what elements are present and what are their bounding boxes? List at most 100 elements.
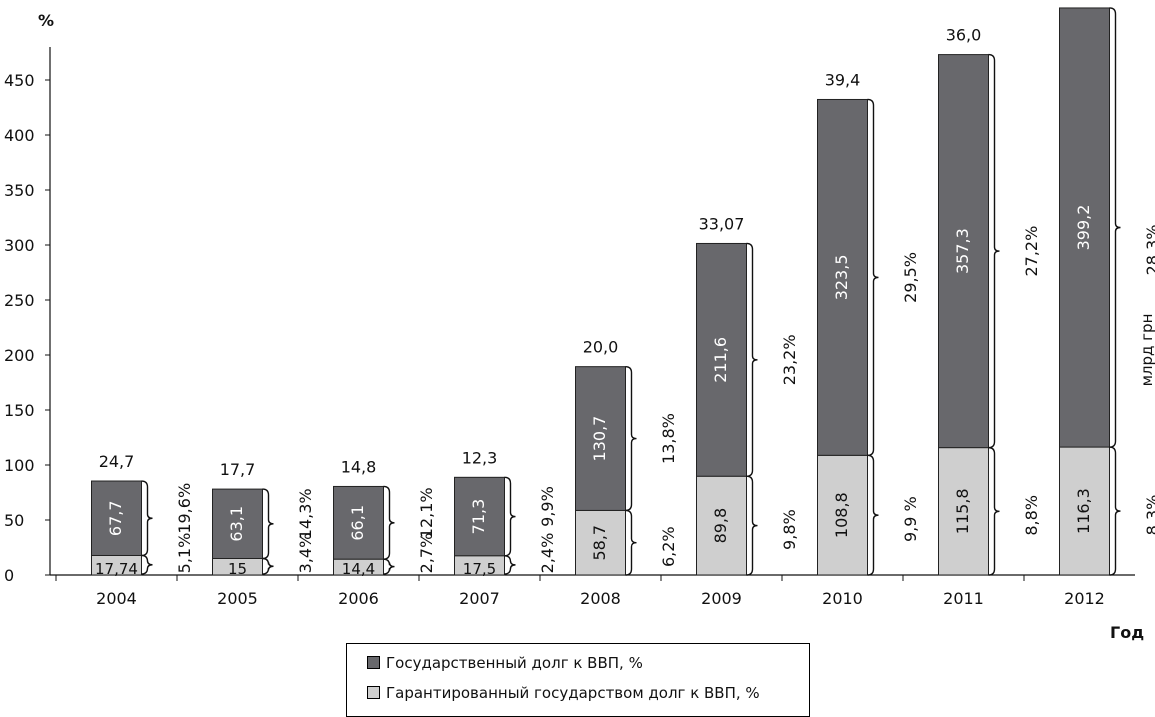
bar-state-debt (696, 242, 747, 477)
y-tick-label: 50 (4, 511, 24, 530)
x-axis-title: Год (1110, 623, 1144, 642)
bars (91, 7, 1110, 576)
y-tick-label: 450 (4, 71, 35, 90)
state-debt-value-label: 211,6 (711, 337, 730, 383)
guaranteed-debt-pct-label: 3,4% (296, 533, 315, 574)
x-tick-label: 2009 (701, 589, 742, 608)
bar-guaranteed-debt (696, 475, 747, 576)
bar-top-label: 33,07 (699, 214, 745, 233)
bar-guaranteed-debt (1059, 446, 1110, 576)
braces (141, 7, 1121, 576)
guaranteed-debt-brace (1109, 446, 1121, 576)
bar-state-debt (212, 488, 263, 559)
guaranteed-debt-value-label: 17,5 (463, 560, 496, 578)
y-tick-label: 200 (4, 346, 35, 365)
state-debt-pct-label: 23,2% (780, 334, 799, 385)
bar-top-label: 12,3 (462, 448, 498, 467)
state-debt-brace (141, 480, 153, 557)
state-debt-value-label: 323,5 (832, 254, 851, 300)
guaranteed-debt-brace (988, 446, 1000, 576)
state-debt-value-label: 357,3 (953, 228, 972, 274)
guaranteed-debt-brace (867, 454, 879, 576)
legend-item-guaranteed-debt: Гарантированный государством долг к ВВП,… (367, 684, 760, 702)
bar-state-debt (91, 480, 142, 556)
guaranteed-debt-pct-label: 8,8% (1022, 495, 1041, 536)
side-unit-label: млрд грн (1138, 314, 1155, 387)
y-tick-label: 0 (4, 566, 14, 585)
legend-swatch-state-debt (367, 656, 380, 669)
guaranteed-debt-brace (141, 554, 153, 575)
guaranteed-debt-value-label: 58,7 (590, 525, 609, 561)
state-debt-pct-label: 28,3% (1143, 225, 1155, 276)
guaranteed-debt-value-label: 115,8 (953, 488, 972, 534)
state-debt-value-label: 399,2 (1074, 205, 1093, 251)
x-tick-label: 2010 (822, 589, 863, 608)
bar-top-label: 39,4 (825, 70, 861, 89)
state-debt-pct-label: 9,9% (538, 486, 557, 527)
bar-top-label: 24,7 (99, 452, 135, 471)
axes: 0 50 100 150 200 250 300 350 400 450 (4, 47, 1135, 585)
state-debt-value-label: 71,3 (469, 499, 488, 535)
guaranteed-debt-pct-label: 2,7% (417, 533, 436, 574)
y-tick-label: 250 (4, 291, 35, 310)
legend-swatch-guaranteed-debt (367, 686, 380, 699)
bar-guaranteed-debt (938, 447, 989, 576)
x-tick-label: 2011 (943, 589, 984, 608)
state-debt-pct-label: 14,3% (296, 488, 315, 539)
bar-top-label: 14,8 (341, 457, 377, 476)
state-debt-value-label: 66,1 (348, 505, 367, 541)
guaranteed-debt-pct-label: 8,3% (1143, 495, 1155, 536)
guaranteed-debt-pct-label: 9,8% (780, 509, 799, 550)
guaranteed-debt-brace (383, 558, 395, 575)
x-tick-label: 2004 (96, 589, 137, 608)
state-debt-brace (988, 53, 1000, 449)
guaranteed-debt-value-label: 17,74 (95, 560, 138, 578)
state-debt-brace (504, 476, 516, 557)
bar-state-debt (938, 54, 989, 449)
state-debt-brace (625, 365, 637, 512)
y-tick-label: 350 (4, 181, 35, 200)
state-debt-pct-label: 19,6% (175, 483, 194, 534)
guaranteed-debt-value-label: 108,8 (832, 492, 851, 538)
guaranteed-debt-value-label: 14,4 (342, 560, 375, 578)
guaranteed-debt-pct-label: 2,4% (538, 533, 557, 574)
value-labels: 2004 24,7 67,7 17,74 19,6%5,1% 2005 17,7 63,1 15… (95, 26, 1155, 608)
y-tick-label: 150 (4, 401, 35, 420)
bar-state-debt (817, 98, 868, 456)
state-debt-brace (746, 242, 758, 477)
bar-state-debt (1059, 7, 1110, 448)
legend: Государственный долг к ВВП, % Гарантиров… (346, 643, 810, 717)
guaranteed-debt-brace (262, 557, 274, 575)
y-axis-title: % (38, 11, 54, 30)
guaranteed-debt-pct-label: 9,9 % (901, 496, 920, 542)
bar-top-label: 36,0 (946, 26, 982, 45)
guaranteed-debt-pct-label: 6,2% (659, 526, 678, 567)
x-tick-label: 2012 (1064, 589, 1105, 608)
guaranteed-debt-value-label: 15 (228, 560, 247, 578)
x-tick-label: 2008 (580, 589, 621, 608)
y-tick-label: 400 (4, 126, 35, 145)
x-tick-label: 2006 (338, 589, 379, 608)
bar-state-debt (454, 476, 505, 557)
state-debt-brace (262, 488, 274, 560)
bar-guaranteed-debt (575, 509, 626, 576)
state-debt-brace (867, 98, 879, 457)
state-debt-brace (1109, 7, 1121, 448)
legend-label-guaranteed-debt: Гарантированный государством долг к ВВП,… (386, 684, 760, 702)
state-debt-brace (383, 485, 395, 560)
state-debt-pct-label: 29,5% (901, 252, 920, 303)
guaranteed-debt-brace (504, 555, 516, 575)
legend-label-state-debt: Государственный долг к ВВП, % (386, 654, 643, 672)
bar-top-label: 20,0 (583, 338, 619, 357)
state-debt-value-label: 63,1 (227, 506, 246, 542)
x-tick-label: 2005 (217, 589, 258, 608)
state-debt-pct-label: 12,1% (417, 487, 436, 538)
guaranteed-debt-brace (625, 509, 637, 576)
guaranteed-debt-value-label: 116,3 (1074, 488, 1093, 534)
bar-guaranteed-debt (817, 454, 868, 576)
guaranteed-debt-brace (746, 475, 758, 576)
state-debt-pct-label: 27,2% (1022, 226, 1041, 277)
state-debt-value-label: 130,7 (590, 416, 609, 462)
debt-chart: % Год 0 50 100 150 200 250 300 350 400 450 2004 24… (4, 7, 1155, 642)
legend-item-state-debt: Государственный долг к ВВП, % (367, 654, 643, 672)
